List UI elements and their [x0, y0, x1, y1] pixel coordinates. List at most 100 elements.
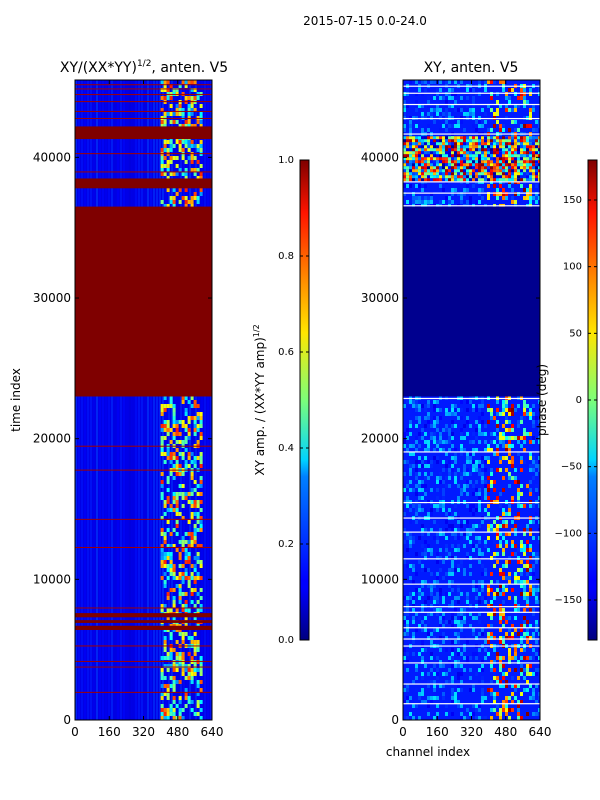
phase-noise-cell — [448, 154, 451, 158]
phase-cell — [460, 672, 463, 676]
phase-cell — [508, 708, 511, 712]
amplitude-cell — [199, 164, 203, 168]
phase-cell — [403, 128, 406, 132]
phase-noise-cell — [499, 166, 502, 170]
phase-cell — [451, 560, 454, 564]
amplitude-cell — [163, 540, 167, 544]
phase-cell — [436, 416, 439, 420]
phase-noise-cell — [523, 166, 526, 170]
amplitude-cell — [178, 188, 182, 192]
phase-cell — [448, 124, 451, 128]
phase-cell — [451, 556, 454, 560]
amplitude-cell — [163, 404, 167, 408]
amplitude-cell — [196, 200, 200, 204]
phase-cell — [523, 532, 526, 536]
phase-noise-cell — [475, 139, 478, 143]
phase-cell — [475, 488, 478, 492]
phase-cell — [421, 692, 424, 696]
phase-noise-cell — [517, 172, 520, 176]
phase-cell — [463, 468, 466, 472]
phase-noise-cell — [436, 154, 439, 158]
phase-cell — [460, 716, 463, 720]
phase-noise-cell — [517, 163, 520, 167]
phase-cell — [499, 612, 502, 616]
phase-noise-cell — [457, 142, 460, 146]
amplitude-cell — [175, 108, 179, 112]
phase-cell — [415, 676, 418, 680]
amplitude-cell — [175, 664, 179, 668]
phase-cell — [466, 456, 469, 460]
phase-noise-cell — [403, 148, 406, 152]
amplitude-cell — [169, 456, 173, 460]
phase-cell — [406, 696, 409, 700]
phase-cell — [436, 420, 439, 424]
phase-cell — [445, 200, 448, 204]
phase-cell — [424, 432, 427, 436]
phase-noise-cell — [433, 145, 436, 149]
phase-cell — [502, 664, 505, 668]
phase-cell — [460, 432, 463, 436]
phase-cell — [496, 692, 499, 696]
amplitude-cell — [166, 424, 170, 428]
phase-noise-cell — [496, 163, 499, 167]
amplitude-cell — [187, 428, 191, 432]
amplitude-cell — [193, 108, 197, 112]
amplitude-cell — [199, 92, 203, 96]
amplitude-cell — [181, 608, 185, 612]
phase-noise-cell — [412, 157, 415, 161]
phase-cell — [445, 620, 448, 624]
phase-noise-cell — [427, 142, 430, 146]
phase-noise-cell — [472, 136, 475, 140]
phase-cell — [472, 404, 475, 408]
phase-noise-cell — [496, 136, 499, 140]
amplitude-cell — [160, 436, 164, 440]
phase-cell — [529, 624, 532, 628]
phase-cell — [427, 112, 430, 116]
phase-noise-cell — [523, 139, 526, 143]
phase-cell — [457, 672, 460, 676]
amplitude-cell — [190, 680, 194, 684]
phase-cell — [484, 404, 487, 408]
amplitude-cell — [184, 396, 188, 400]
phase-noise-cell — [526, 151, 529, 155]
phase-cell — [418, 536, 421, 540]
amplitude-cell — [160, 604, 164, 608]
phase-noise-cell — [424, 163, 427, 167]
amplitude-cell — [166, 556, 170, 560]
phase-noise-cell — [439, 169, 442, 173]
phase-cell — [448, 620, 451, 624]
phase-noise-cell — [511, 148, 514, 152]
amplitude-cell — [163, 428, 167, 432]
phase-noise-cell — [430, 163, 433, 167]
phase-cell — [418, 508, 421, 512]
amplitude-channel-stripe — [96, 80, 98, 720]
phase-cell — [523, 428, 526, 432]
phase-noise-cell — [457, 160, 460, 164]
phase-cell — [451, 624, 454, 628]
phase-cell — [487, 192, 490, 196]
phase-cell — [523, 656, 526, 660]
phase-noise-cell — [538, 169, 540, 173]
phase-cell — [517, 704, 520, 708]
phase-cell — [493, 124, 496, 128]
phase-cell — [433, 600, 436, 604]
phase-cell — [511, 528, 514, 532]
amplitude-cell — [175, 172, 179, 176]
phase-cell — [511, 544, 514, 548]
phase-noise-cell — [454, 175, 457, 179]
phase-noise-cell — [520, 166, 523, 170]
phase-cell — [505, 588, 508, 592]
phase-cell — [484, 640, 487, 644]
phase-cell — [457, 704, 460, 708]
phase-cell — [439, 432, 442, 436]
phase-cell — [484, 488, 487, 492]
phase-noise-cell — [439, 142, 442, 146]
phase-noise-cell — [406, 157, 409, 161]
phase-cell — [538, 124, 540, 128]
amplitude-cell — [187, 556, 191, 560]
amplitude-cell — [178, 700, 182, 704]
phase-noise-cell — [514, 157, 517, 161]
amplitude-cell — [184, 632, 188, 636]
phase-noise-cell — [442, 145, 445, 149]
phase-noise-cell — [505, 148, 508, 152]
